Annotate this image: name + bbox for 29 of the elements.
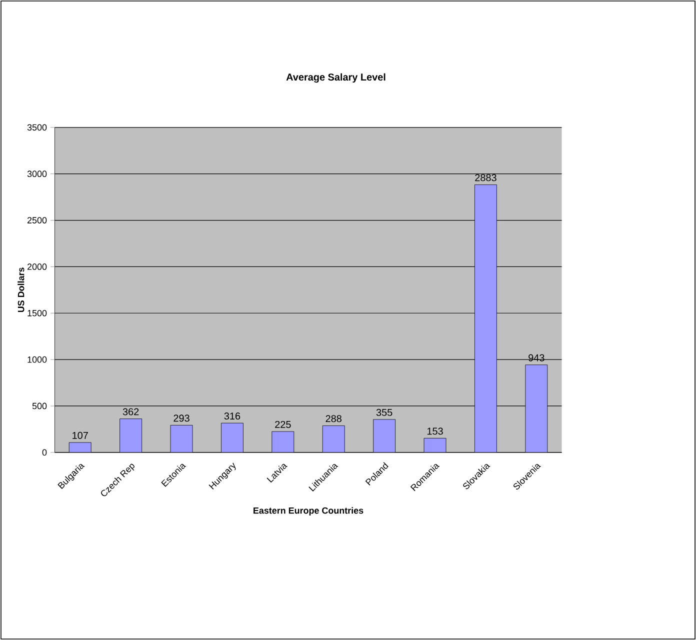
y-tick-label: 1000 [28,356,47,363]
y-tick-label: 500 [32,402,47,410]
bar [322,425,345,452]
bar [474,184,497,452]
bar [170,425,193,452]
bar [272,431,294,452]
data-label: 107 [72,432,88,439]
data-label: 293 [174,414,190,422]
bar [221,422,244,452]
y-tick-label: 2000 [28,264,47,270]
bar [424,438,446,452]
y-tick-label: 2500 [28,217,47,224]
data-label: 316 [224,412,240,420]
y-axis-title: US Dollars [18,268,24,312]
data-label: 355 [376,408,392,416]
chart-title: Average Salary Level [286,73,386,83]
x-axis-title: Eastern Europe Countries [254,507,364,516]
data-label: 225 [275,420,291,428]
y-tick-label: 3000 [27,170,47,178]
y-tick-label: 1500 [28,310,47,316]
y-tick-label: 3500 [27,124,47,131]
data-label: 153 [427,428,443,435]
bar [120,418,142,452]
bar [525,364,548,452]
data-label: 288 [326,415,342,422]
data-label: 362 [122,408,139,416]
y-tick-label: 0 [42,449,47,456]
data-label: 2883 [475,174,496,182]
bar [373,419,396,452]
